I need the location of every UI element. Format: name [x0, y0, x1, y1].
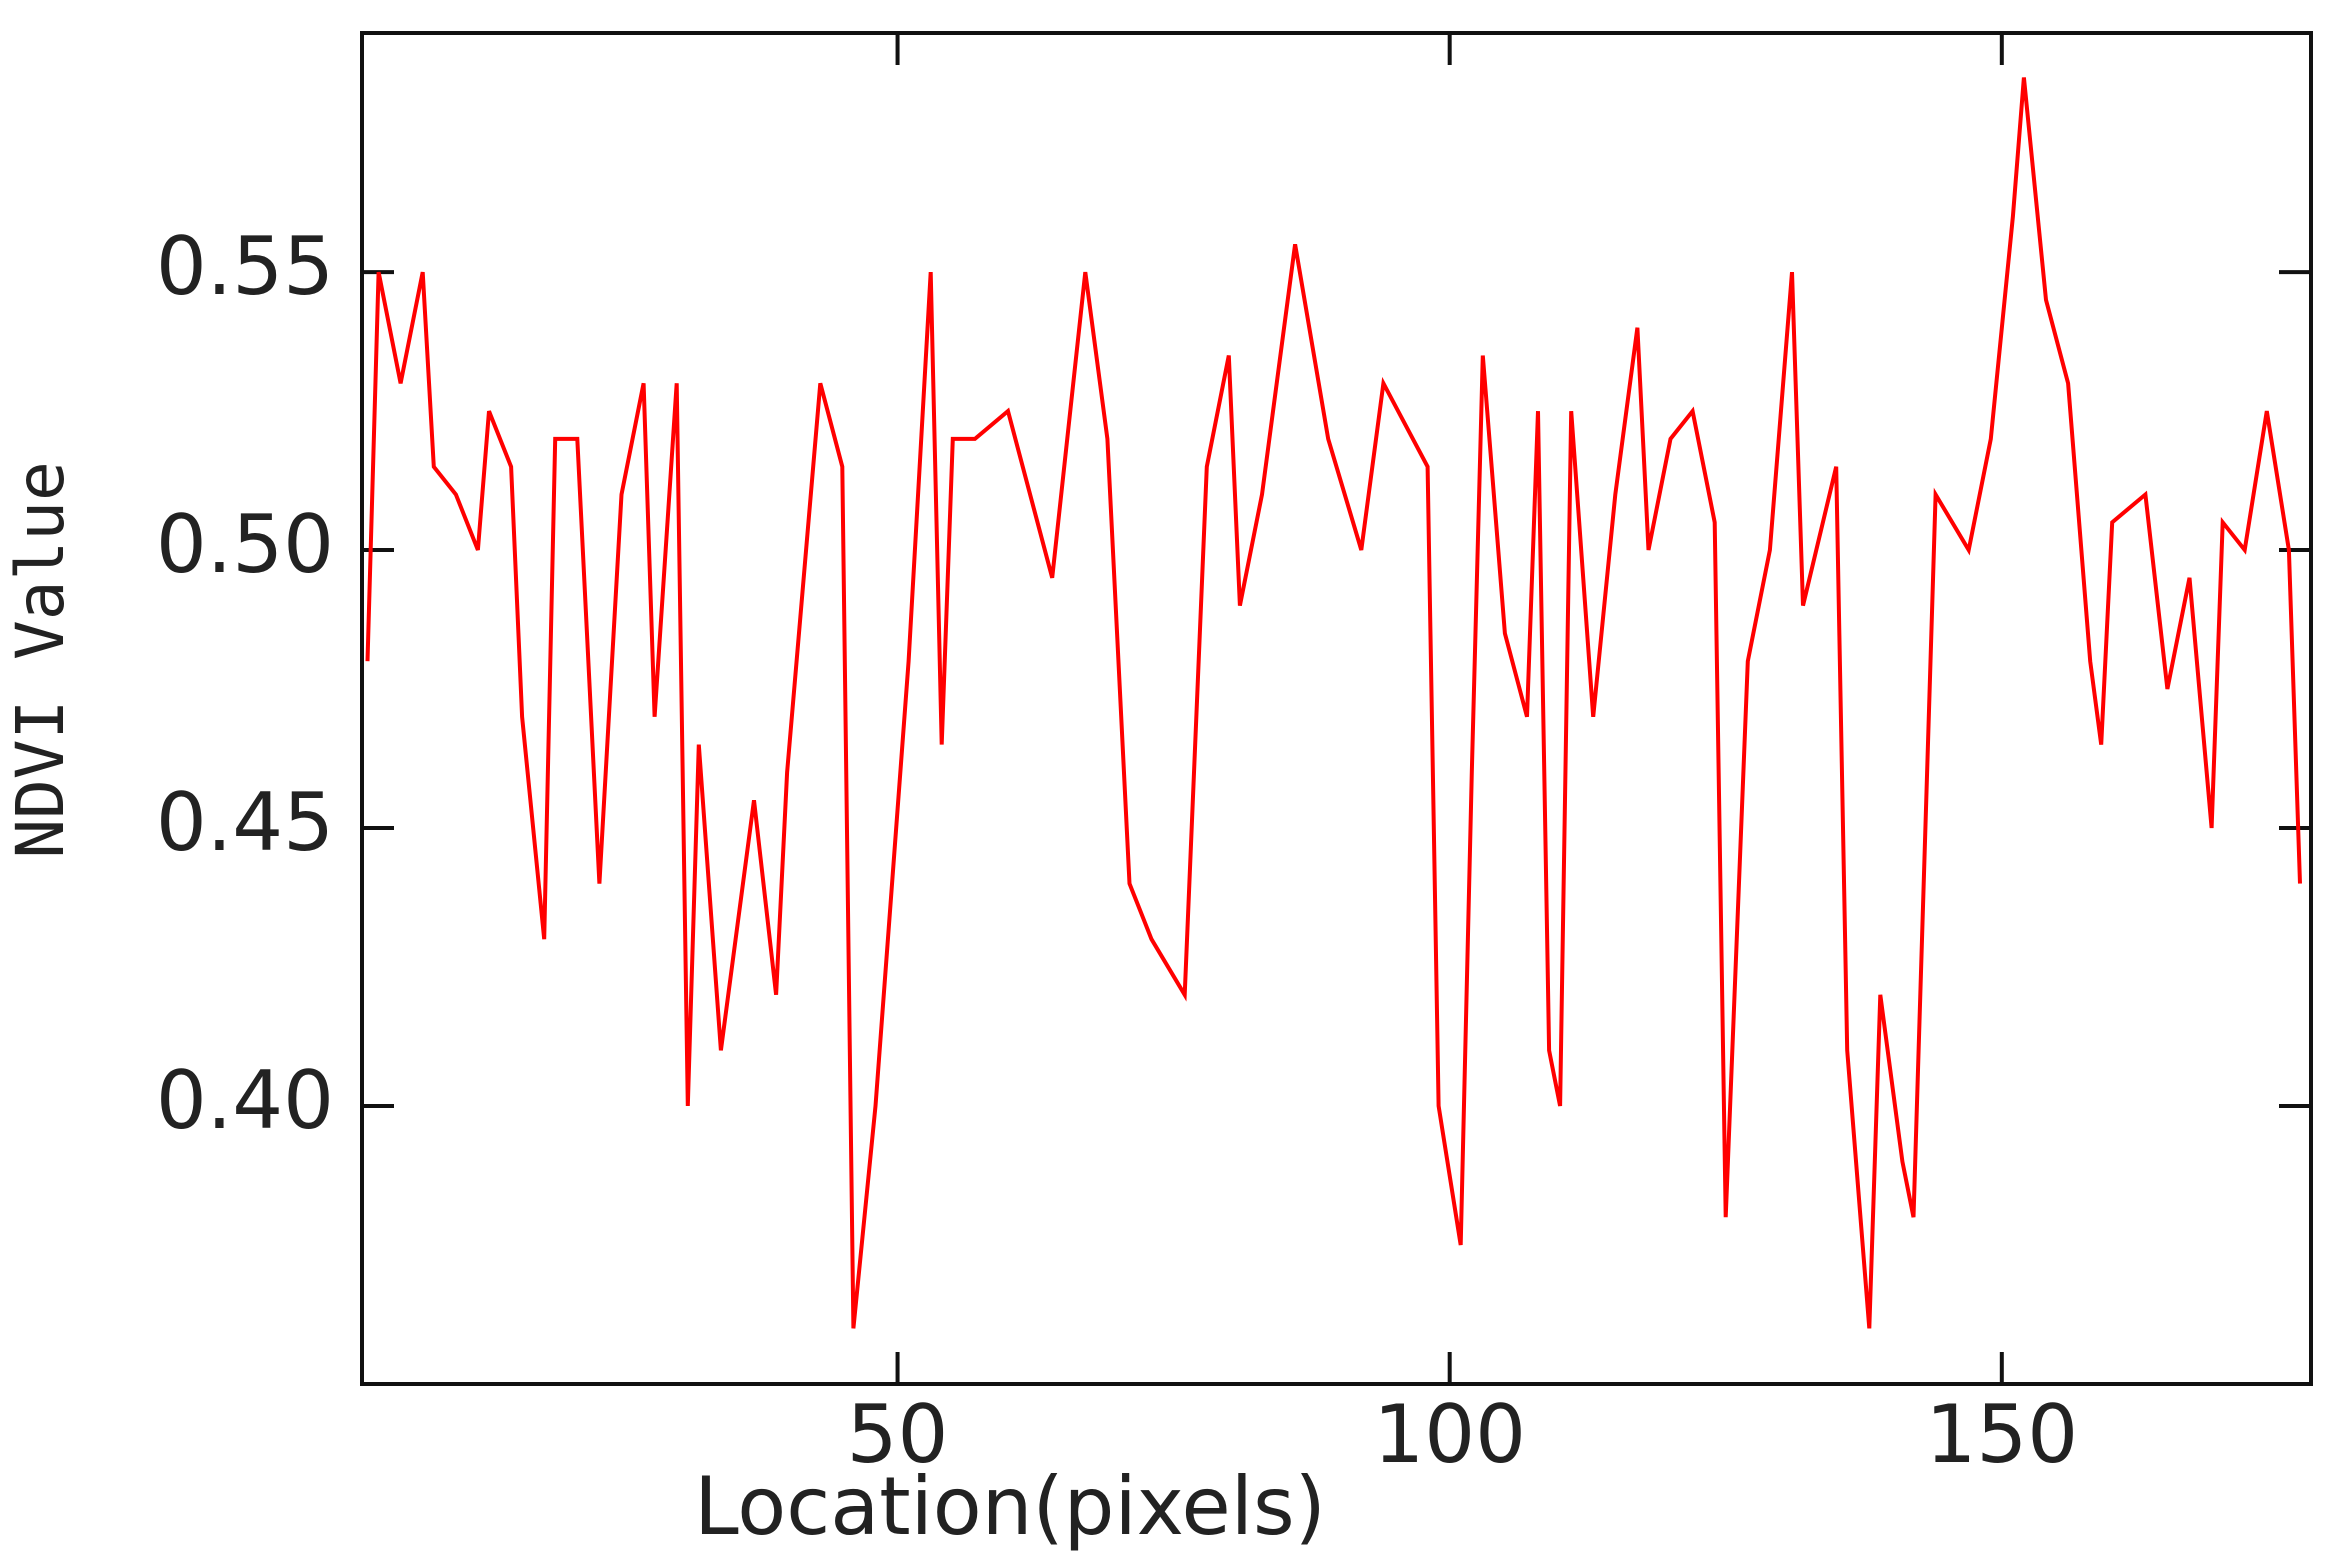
data-line — [365, 77, 2302, 1329]
x-axis-label: Location(pixels) — [694, 1460, 1326, 1553]
y-tick-label: 0.50 — [156, 498, 334, 591]
x-tick-label: 50 — [847, 1388, 949, 1481]
y-axis-label: NDVI Value — [2, 461, 79, 858]
plot-frame — [360, 31, 2313, 1386]
x-tick-label: 150 — [1925, 1388, 2078, 1481]
y-tick-label: 0.40 — [156, 1054, 334, 1147]
y-tick-label: 0.45 — [156, 776, 334, 869]
y-tick-label: 0.55 — [156, 220, 334, 313]
x-tick-label: 100 — [1373, 1388, 1526, 1481]
